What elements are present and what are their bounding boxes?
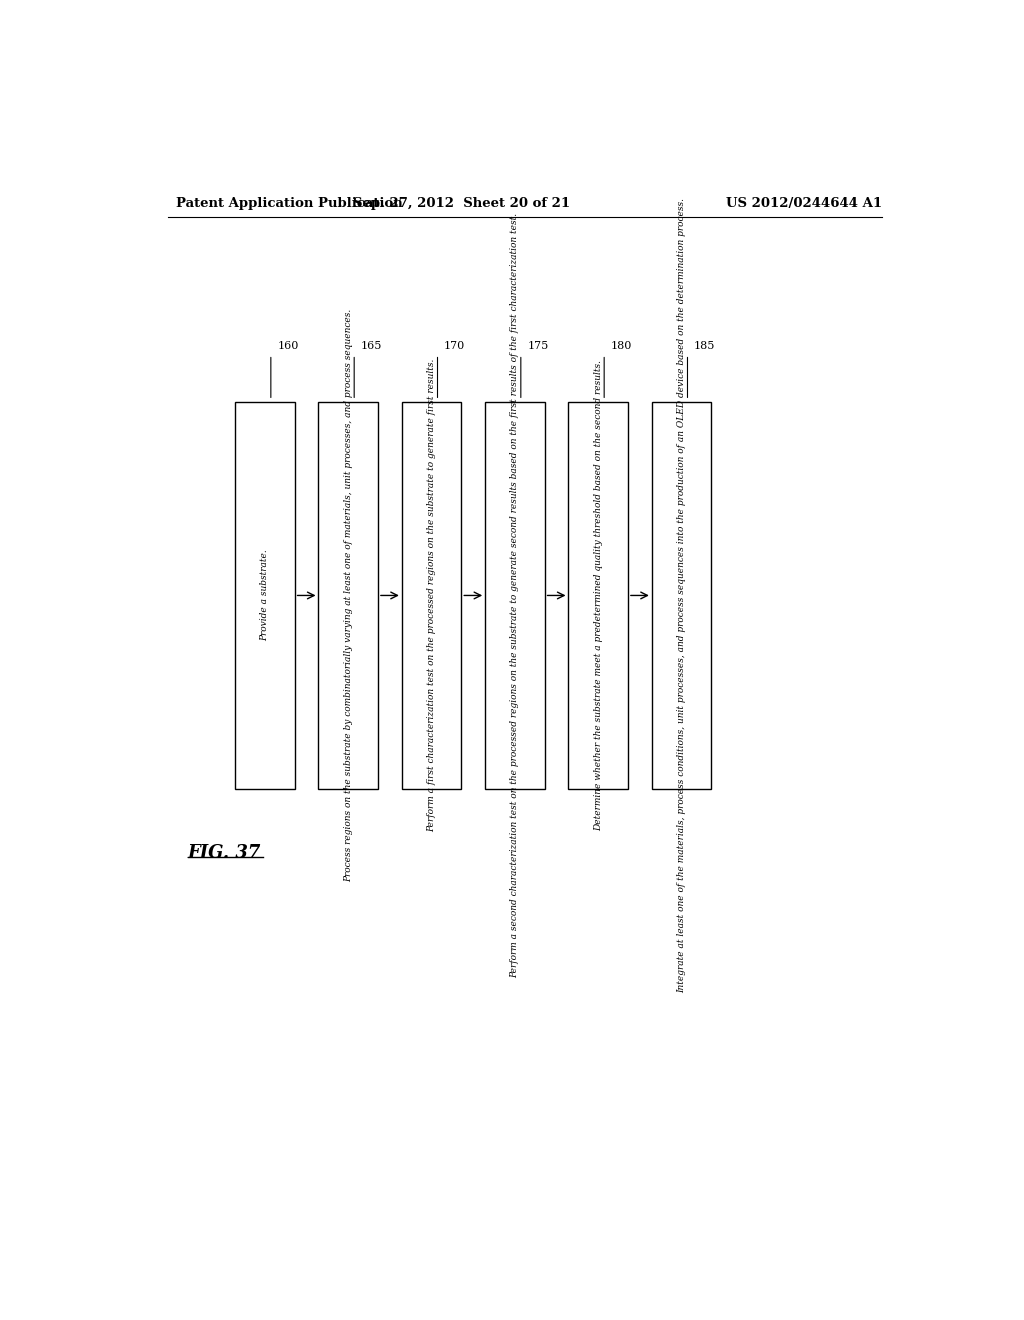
Text: Sep. 27, 2012  Sheet 20 of 21: Sep. 27, 2012 Sheet 20 of 21 — [352, 197, 570, 210]
Text: Determine whether the substrate meet a predetermined quality threshold based on : Determine whether the substrate meet a p… — [594, 360, 603, 832]
Bar — [568, 403, 628, 788]
Text: 185: 185 — [694, 342, 715, 351]
Text: 175: 175 — [527, 342, 549, 351]
Text: 180: 180 — [610, 342, 632, 351]
Bar — [401, 403, 461, 788]
Text: Perform a second characterization test on the processed regions on the substrate: Perform a second characterization test o… — [510, 213, 519, 978]
Text: Integrate at least one of the materials, process conditions, unit processes, and: Integrate at least one of the materials,… — [677, 198, 686, 993]
Bar — [236, 403, 295, 788]
Bar — [485, 403, 545, 788]
Text: 165: 165 — [360, 342, 382, 351]
Text: Patent Application Publication: Patent Application Publication — [176, 197, 402, 210]
Text: FIG. 37: FIG. 37 — [187, 845, 261, 862]
Bar — [318, 403, 378, 788]
Text: 170: 170 — [443, 342, 465, 351]
Text: Process regions on the substrate by combinatorially varying at least one of mate: Process regions on the substrate by comb… — [344, 309, 352, 882]
Text: Provide a substrate.: Provide a substrate. — [260, 549, 269, 642]
Bar — [652, 403, 712, 788]
Text: Perform a first characterization test on the processed regions on the substrate : Perform a first characterization test on… — [427, 359, 436, 832]
Text: 160: 160 — [278, 342, 299, 351]
Text: US 2012/0244644 A1: US 2012/0244644 A1 — [726, 197, 882, 210]
